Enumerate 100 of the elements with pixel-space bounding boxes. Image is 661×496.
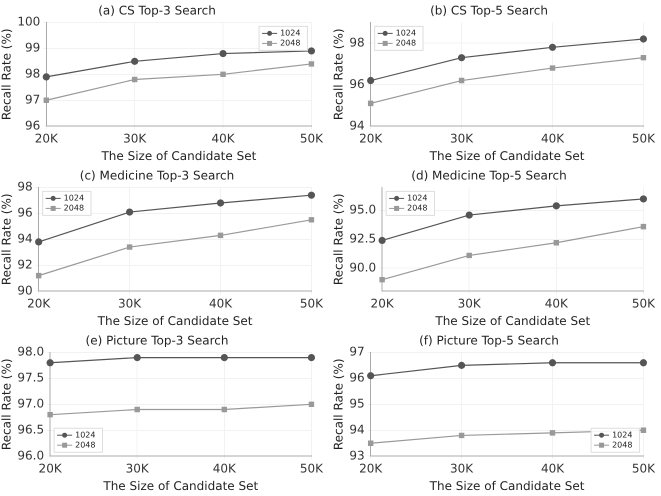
point xyxy=(216,199,224,207)
y-tick-label: 98 xyxy=(25,66,40,80)
y-axis-title: Recall Rate (%) xyxy=(0,28,14,120)
legend-label: 2048 xyxy=(75,440,96,450)
y-tick-label: 96.5 xyxy=(17,422,44,436)
legend-label: 2048 xyxy=(407,203,428,212)
x-tick-label: 30K xyxy=(118,296,142,311)
x-tick-label: 20K xyxy=(38,462,63,476)
x-axis-title: The Size of Candidate Set xyxy=(434,314,590,328)
point xyxy=(308,354,316,362)
legend-label: 1024 xyxy=(396,28,416,38)
point xyxy=(222,406,228,412)
point xyxy=(379,276,385,282)
y-tick-label: 98.0 xyxy=(17,344,44,359)
point xyxy=(548,359,556,366)
point xyxy=(458,432,464,438)
x-tick-label: 20K xyxy=(34,132,60,146)
point xyxy=(219,50,227,58)
x-tick-label: 40K xyxy=(540,462,566,476)
chart-title: (d) Medicine Top-5 Search xyxy=(411,168,567,182)
point xyxy=(640,359,648,366)
y-tick-label: 96.0 xyxy=(17,448,44,462)
point xyxy=(378,236,386,244)
point xyxy=(466,252,472,258)
x-tick-label: 50K xyxy=(632,296,656,311)
x-tick-label: 20K xyxy=(370,296,395,311)
x-tick-label: 20K xyxy=(359,462,384,476)
point xyxy=(220,354,228,362)
point xyxy=(367,76,374,84)
point xyxy=(367,372,374,380)
y-tick-label: 97 xyxy=(25,92,40,106)
y-axis-title: Recall Rate (%) xyxy=(0,193,14,286)
x-axis-title: The Size of Candidate Set xyxy=(100,148,257,163)
y-tick-label: 95 xyxy=(349,396,365,410)
point xyxy=(47,412,53,418)
y-axis-title: Recall Rate (%) xyxy=(331,358,346,450)
point xyxy=(131,58,138,65)
x-axis-title: The Size of Candidate Set xyxy=(428,478,585,493)
x-tick-label: 40K xyxy=(212,462,238,476)
x-tick-label: 40K xyxy=(544,296,570,311)
point xyxy=(640,428,646,433)
x-axis-title: The Size of Candidate Set xyxy=(428,148,585,163)
y-tick-label: 94 xyxy=(349,422,365,436)
y-tick-label: 100 xyxy=(17,14,40,29)
legend-label: 2048 xyxy=(612,440,632,450)
point xyxy=(550,65,556,71)
x-tick-label: 30K xyxy=(123,132,148,146)
y-axis-title: Recall Rate (%) xyxy=(331,193,346,286)
chart-title: (b) CS Top-5 Search xyxy=(430,3,548,18)
point xyxy=(42,73,50,80)
point xyxy=(308,192,316,199)
point xyxy=(35,238,42,246)
point xyxy=(218,232,224,238)
y-axis-title: Recall Rate (%) xyxy=(0,358,14,450)
chart-title: (e) Picture Top-3 Search xyxy=(86,333,228,348)
y-tick-label: 95.0 xyxy=(349,202,376,217)
y-tick-label: 96 xyxy=(25,118,40,132)
x-tick-label: 50K xyxy=(632,132,656,146)
legend-label: 2048 xyxy=(396,38,416,48)
y-tick-label: 94 xyxy=(349,118,365,132)
legend-label: 1024 xyxy=(75,430,96,440)
point xyxy=(548,44,556,51)
point xyxy=(308,47,316,55)
y-tick-label: 96 xyxy=(17,205,33,220)
x-tick-label: 50K xyxy=(300,132,324,146)
y-tick-label: 93 xyxy=(349,448,365,462)
point xyxy=(550,430,556,436)
point xyxy=(132,76,138,82)
y-tick-label: 92 xyxy=(17,257,33,272)
point xyxy=(458,362,466,369)
point xyxy=(552,202,560,210)
legend-label: 1024 xyxy=(407,193,428,202)
y-tick-label: 90.0 xyxy=(349,260,376,274)
legend-label: 1024 xyxy=(280,28,300,38)
x-tick-label: 30K xyxy=(126,462,150,476)
point xyxy=(36,272,42,278)
point xyxy=(640,224,646,230)
y-tick-label: 99 xyxy=(25,40,40,54)
x-tick-label: 40K xyxy=(540,132,566,146)
x-tick-label: 40K xyxy=(208,296,234,311)
point xyxy=(640,195,648,203)
legend-label: 2048 xyxy=(280,38,300,48)
point xyxy=(458,54,466,62)
x-axis-title: The Size of Candidate Set xyxy=(102,478,258,493)
y-tick-label: 97 xyxy=(349,344,365,359)
point xyxy=(46,359,54,366)
point xyxy=(134,354,141,362)
x-tick-label: 40K xyxy=(211,132,236,146)
point xyxy=(308,61,314,67)
point xyxy=(134,406,140,412)
point xyxy=(554,240,560,246)
legend-label: 1024 xyxy=(64,193,84,202)
y-tick-label: 96 xyxy=(349,76,365,91)
chart-title: (c) Medicine Top-3 Search xyxy=(80,168,234,182)
chart-title: (f) Picture Top-5 Search xyxy=(419,333,559,348)
point xyxy=(308,402,314,408)
point xyxy=(308,217,314,223)
point xyxy=(368,100,374,106)
point xyxy=(640,35,648,43)
point xyxy=(126,208,134,216)
